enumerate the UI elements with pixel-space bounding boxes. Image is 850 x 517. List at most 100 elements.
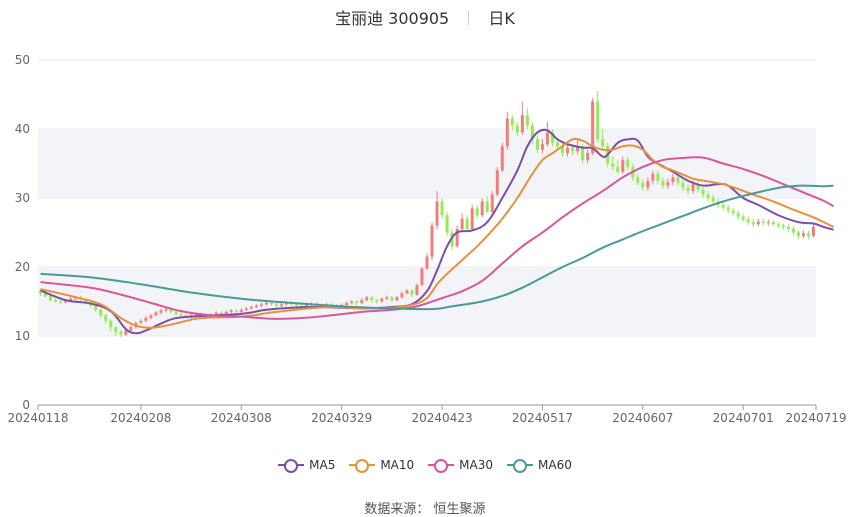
legend-item-ma60[interactable]: MA60: [507, 458, 572, 473]
candle-body: [365, 297, 369, 301]
candle-body: [711, 198, 715, 202]
legend-label: MA10: [380, 458, 415, 472]
candle-body: [561, 146, 565, 154]
candle-body: [269, 302, 273, 305]
candle-body: [300, 305, 304, 307]
legend-dot: [355, 459, 370, 473]
period-label[interactable]: 日K: [488, 9, 515, 28]
candle-body: [39, 290, 43, 294]
candle-body: [495, 170, 499, 195]
candle-body: [94, 305, 98, 310]
candle-body: [611, 163, 615, 167]
candle-body: [390, 297, 394, 301]
x-tick-label: 20240517: [512, 411, 573, 425]
line-ma5: [40, 128, 834, 335]
candle-body: [571, 147, 575, 152]
candle-body: [179, 313, 183, 316]
candle-body: [746, 219, 750, 223]
x-tick-label: 20240118: [7, 411, 68, 425]
candle-body: [626, 160, 630, 167]
candle-body: [696, 184, 700, 190]
candle-body: [279, 304, 283, 306]
candle-body: [425, 256, 429, 269]
candle-body: [284, 302, 288, 305]
candle-body: [84, 299, 88, 303]
candle-body: [144, 318, 148, 321]
candle-body: [229, 310, 233, 312]
candle-body: [54, 300, 58, 302]
candle-body: [721, 204, 725, 208]
candle-body: [796, 232, 800, 236]
candle-body: [59, 301, 63, 303]
y-tick-label: 10: [15, 329, 30, 343]
candle-body: [234, 310, 238, 312]
candle-body: [505, 118, 509, 147]
candle-body: [741, 216, 745, 220]
candle-body: [661, 180, 665, 186]
candle-body: [104, 315, 108, 321]
legend-item-ma30[interactable]: MA30: [428, 458, 493, 473]
candle-body: [385, 297, 389, 299]
candle-body: [460, 218, 464, 230]
candle-body: [470, 208, 474, 230]
candle-body: [49, 295, 53, 301]
candle-body: [581, 146, 585, 161]
candle-body: [64, 300, 68, 303]
candle-body: [239, 309, 243, 312]
candle-body: [616, 166, 620, 172]
candle-body: [380, 298, 384, 302]
candle-body: [651, 173, 655, 181]
candle-body: [44, 293, 48, 296]
candle-body: [249, 307, 253, 309]
candle-body: [731, 210, 735, 214]
candle-body: [525, 115, 529, 126]
candle-body: [244, 308, 248, 310]
candle-body: [591, 101, 595, 154]
candle-body: [114, 327, 118, 332]
legend-item-ma5[interactable]: MA5: [278, 458, 335, 473]
candle-body: [109, 320, 113, 328]
candle-body: [139, 320, 143, 323]
legend-marker-icon: [278, 459, 305, 473]
candle-body: [530, 125, 534, 140]
candle-body: [601, 139, 605, 147]
candle-body: [169, 309, 173, 312]
legend-item-ma10[interactable]: MA10: [349, 458, 415, 473]
line-ma10: [40, 137, 835, 329]
candle-body: [736, 213, 740, 217]
x-tick-label: 20240423: [412, 411, 473, 425]
candle-body: [174, 311, 178, 314]
candle-body: [214, 312, 218, 315]
candle-body: [129, 327, 133, 331]
candle-body: [520, 115, 524, 133]
candle-body: [761, 221, 765, 223]
candle-body: [360, 300, 364, 303]
candle-body: [550, 132, 554, 143]
axes: 0 10 20 30 40 50 20240118 20240208 20240308 20240…: [7, 53, 846, 425]
candle-body: [475, 208, 479, 216]
candle-body: [400, 293, 404, 298]
title-separator: [468, 11, 470, 25]
candle-body: [671, 177, 675, 183]
stock-name: 宝丽迪 300905: [335, 9, 450, 28]
candle-body: [540, 144, 544, 150]
candle-body: [350, 301, 354, 303]
candle-body: [224, 311, 228, 314]
grid-band: [38, 129, 816, 198]
candle-body: [656, 173, 660, 181]
candle-body: [791, 229, 795, 233]
y-tick-label: 0: [22, 398, 30, 412]
candle-body: [545, 132, 549, 145]
candle-body: [420, 268, 424, 285]
y-tick-label: 50: [15, 53, 30, 67]
candle-body: [766, 222, 770, 224]
candle-body: [435, 201, 439, 226]
candle-body: [771, 222, 775, 225]
candle-body: [345, 302, 349, 305]
candle-body: [686, 187, 690, 192]
candle-body: [691, 184, 695, 192]
legend-marker-icon: [349, 459, 376, 473]
candle-body: [786, 226, 790, 230]
candle-body: [415, 284, 419, 295]
candle-body: [355, 301, 359, 303]
